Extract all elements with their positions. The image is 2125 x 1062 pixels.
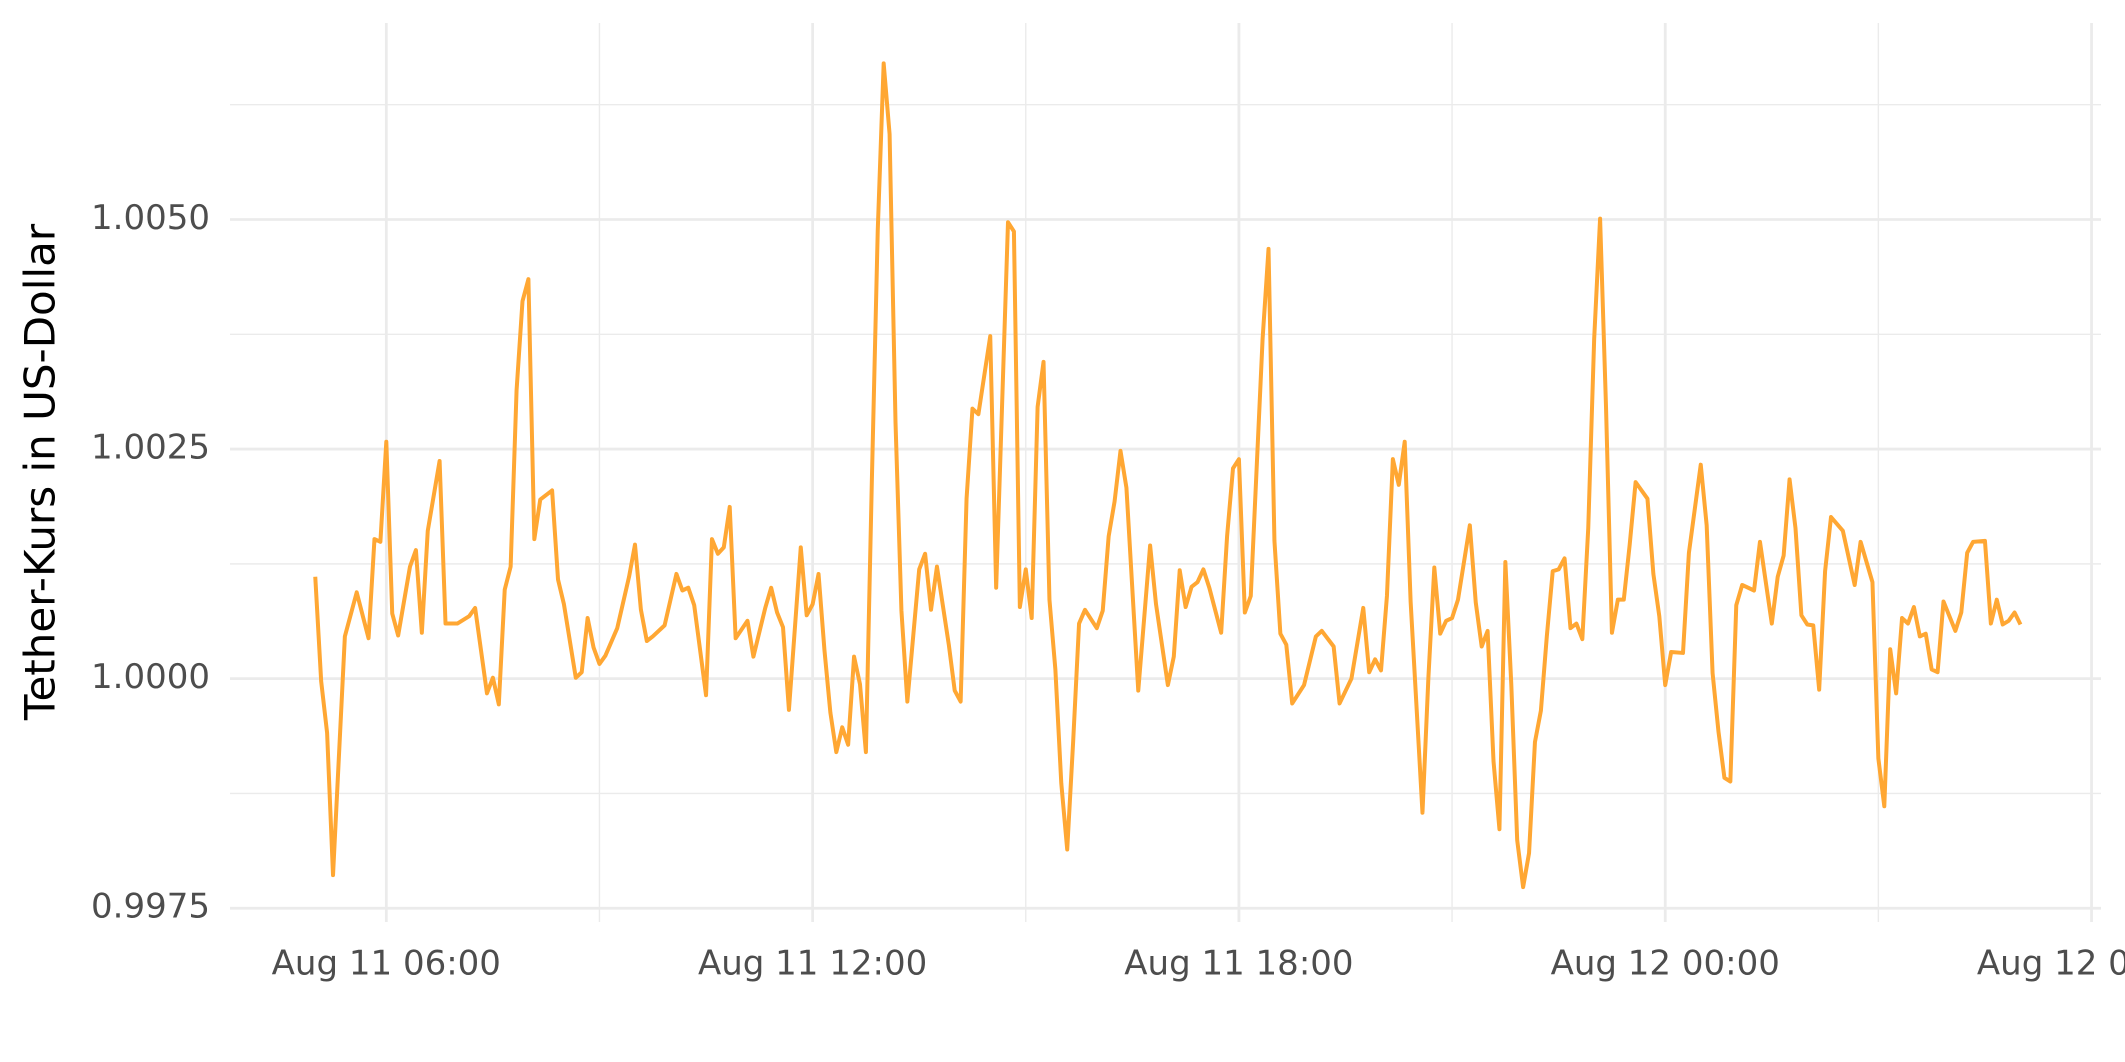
x-tick-label: Aug 11 06:00	[272, 944, 501, 984]
x-tick-label: Aug 12 06:00	[1977, 944, 2125, 984]
y-tick-label: 1.0025	[91, 428, 210, 468]
x-tick-label: Aug 11 12:00	[698, 944, 927, 984]
line	[313, 61, 2023, 890]
grid	[230, 23, 2101, 922]
y-tick-label: 1.0000	[91, 657, 210, 697]
y-tick-label: 1.0050	[91, 198, 210, 238]
y-axis-title: Tether-Kurs in US-Dollar	[16, 223, 65, 721]
y-tick-label: 0.9975	[91, 887, 210, 927]
x-tick-label: Aug 12 00:00	[1551, 944, 1780, 984]
x-tick-label: Aug 11 18:00	[1124, 944, 1353, 984]
